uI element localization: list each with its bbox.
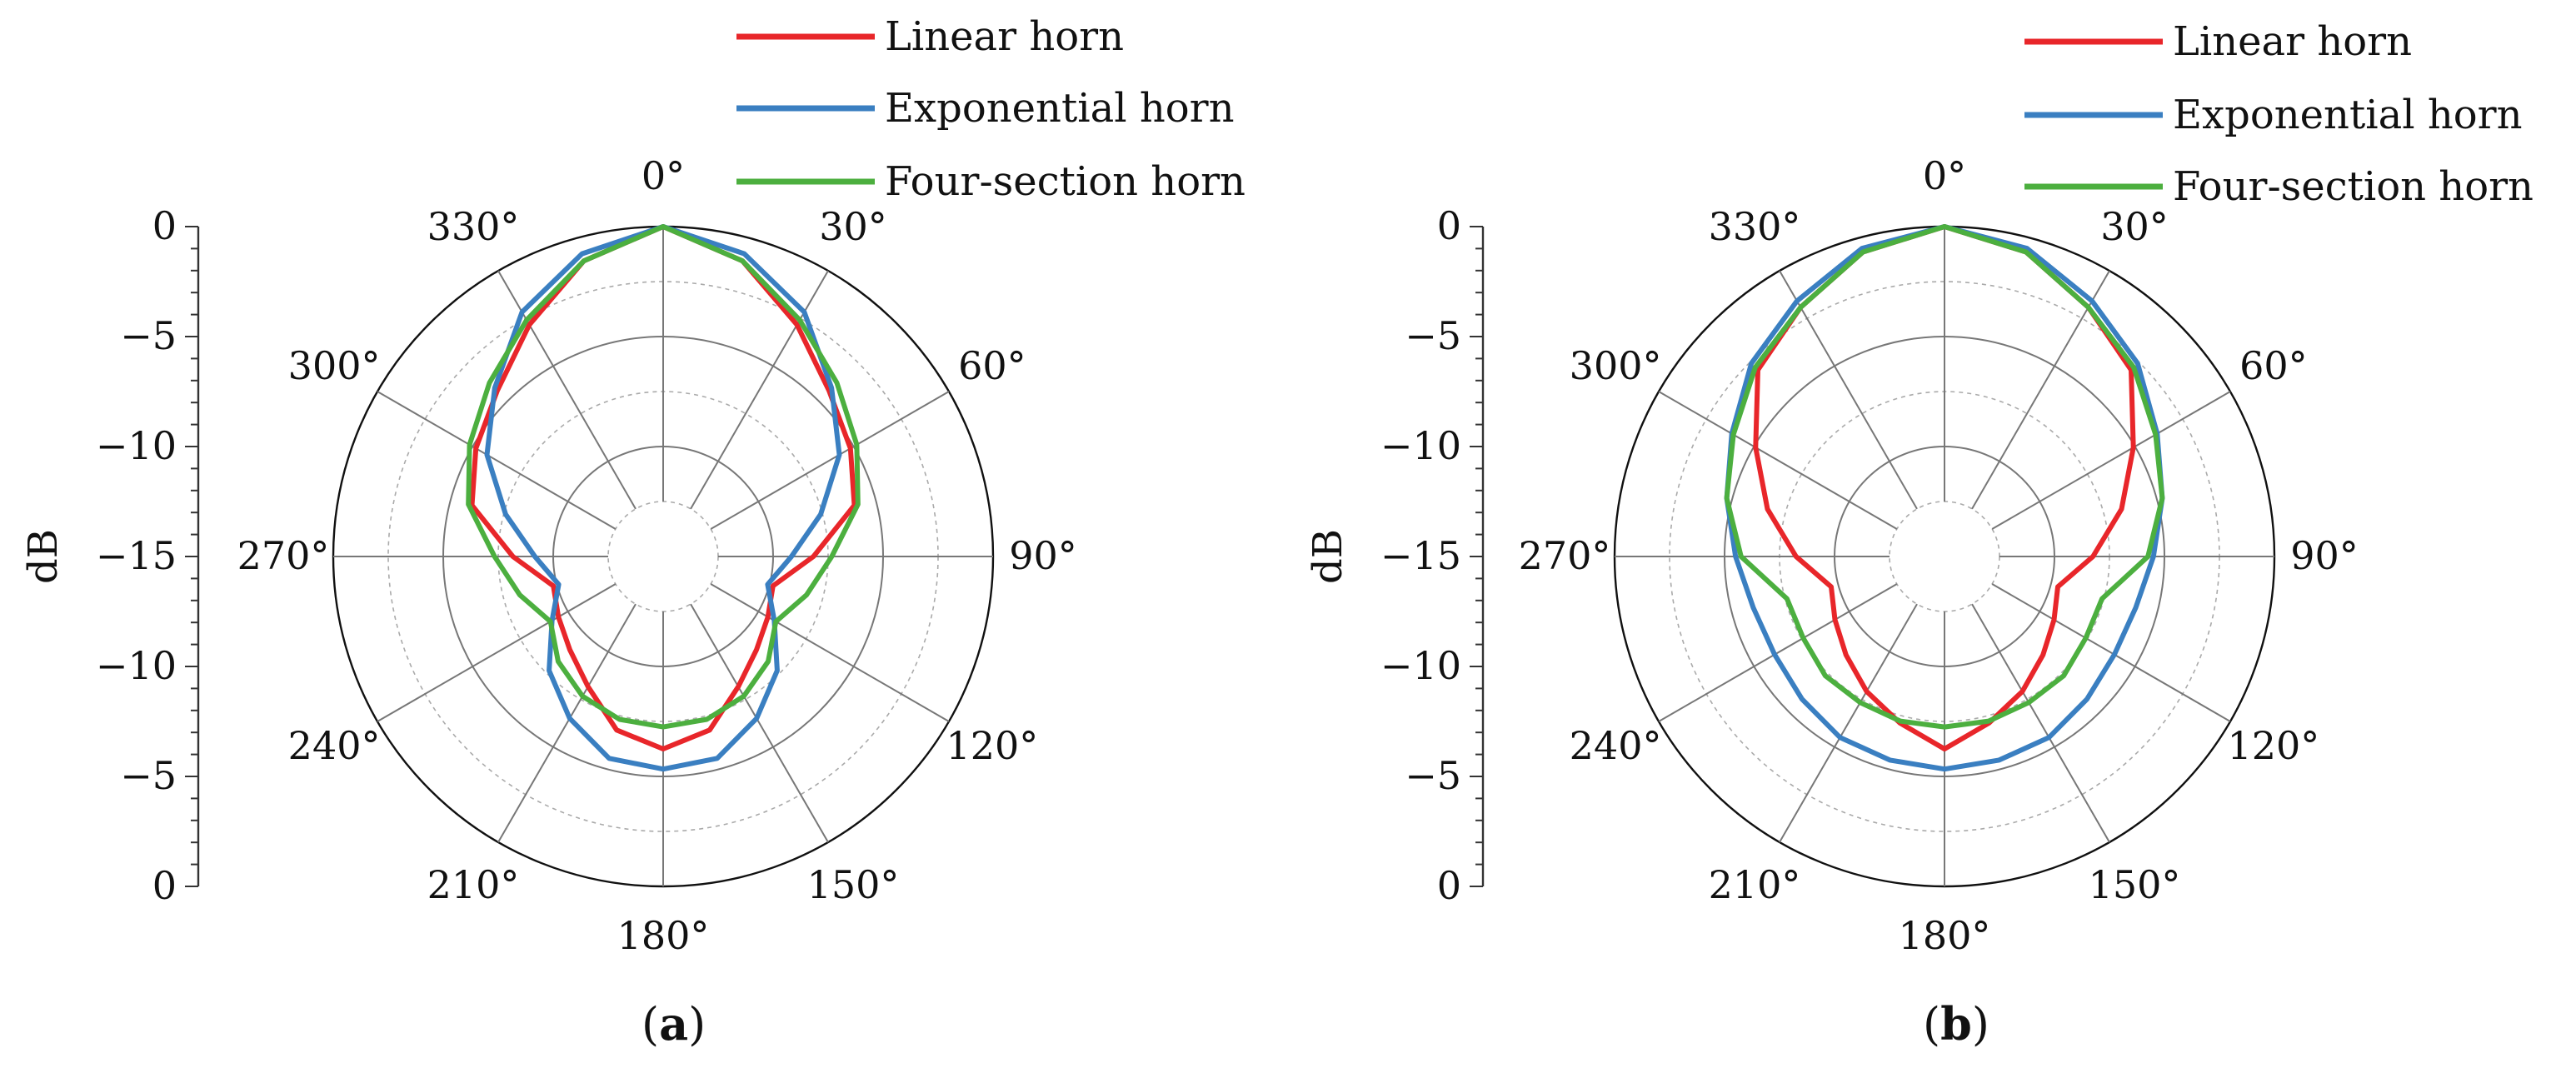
polar-spoke (377, 583, 617, 722)
polar-spoke (1971, 603, 2110, 843)
angle-tick-label: 0° (1923, 153, 1966, 198)
angle-tick-label: 270° (1519, 533, 1611, 578)
y-axis-title: dB (1305, 529, 1351, 584)
panel-label: (a) (642, 997, 706, 1051)
angle-tick-label: 120° (946, 723, 1039, 768)
radial-tick-label: −5 (120, 313, 177, 358)
legend-entry: Exponential horn (885, 85, 1235, 132)
polar-spoke (1991, 583, 2231, 722)
angle-tick-label: 240° (1570, 723, 1662, 768)
y-axis-title: dB (20, 529, 67, 584)
angle-tick-label: 330° (427, 204, 520, 249)
angle-tick-label: 300° (1570, 343, 1662, 388)
radial-tick-label: −5 (1405, 753, 1461, 798)
polar-grid-ring (1889, 501, 2000, 612)
angle-tick-label: 30° (2100, 204, 2169, 249)
series-line-four-section-horn (466, 224, 861, 730)
series-line-exponential-horn (484, 224, 842, 772)
polar-spoke (1658, 583, 1898, 722)
series-line-linear-horn (469, 224, 857, 751)
polar-spoke (1971, 270, 2110, 510)
polar-spoke (377, 391, 617, 530)
angle-tick-label: 210° (427, 862, 520, 907)
angle-tick-label: 270° (237, 533, 330, 578)
legend-entry: Exponential horn (2173, 92, 2523, 138)
series-line-linear-horn (1753, 224, 2136, 751)
polar-spoke (1779, 270, 1918, 510)
angle-tick-label: 60° (2239, 343, 2308, 388)
angle-tick-label: 60° (958, 343, 1026, 388)
polar-panel-a: 0° 30° 60° 90° 120° 150° 180° 210° 240° 270° 300° 3… (20, 13, 1246, 1051)
polar-grid-ring (607, 501, 719, 612)
angle-tick-label: 180° (617, 913, 710, 958)
polar-spoke (710, 583, 950, 722)
polar-spoke (1779, 603, 1918, 843)
legend-entry: Linear horn (885, 13, 1124, 60)
radial-tick-label: −15 (1380, 533, 1461, 578)
polar-spoke (690, 603, 829, 843)
radial-tick-label: 0 (1437, 203, 1461, 248)
angle-tick-label: 210° (1709, 862, 1801, 907)
angle-tick-label: 90° (2290, 533, 2359, 578)
radial-tick-label: −15 (96, 533, 177, 578)
radial-tick-label: −5 (1405, 313, 1461, 358)
legend-entry: Linear horn (2173, 18, 2412, 65)
angle-tick-label: 150° (807, 862, 900, 907)
angle-tick-label: 240° (288, 723, 381, 768)
radial-tick-label: −10 (1380, 643, 1461, 688)
radial-tick-label: 0 (152, 203, 177, 248)
radial-tick-label: −5 (120, 753, 177, 798)
polar-spoke (1658, 391, 1898, 530)
radial-tick-label: 0 (1437, 863, 1461, 908)
polar-spoke (497, 603, 637, 843)
angle-tick-label: 30° (819, 204, 887, 249)
polar-panel-b: 0° 30° 60° 90° 120° 150° 180° 210° 240° 270° 300° 3… (1305, 18, 2534, 1051)
radial-tick-label: −10 (96, 423, 177, 468)
angle-tick-label: 330° (1709, 204, 1801, 249)
angle-tick-label: 150° (2089, 862, 2181, 907)
angle-tick-label: 90° (1009, 533, 1077, 578)
legend-entry: Four-section horn (885, 158, 1246, 205)
angle-tick-label: 300° (288, 343, 381, 388)
angle-tick-label: 180° (1899, 913, 1991, 958)
radial-tick-label: 0 (152, 863, 177, 908)
legend-entry: Four-section horn (2173, 163, 2534, 210)
radial-tick-label: −10 (1380, 423, 1461, 468)
polar-spoke (1991, 391, 2231, 530)
panel-label: (b) (1923, 997, 1989, 1051)
polar-spoke (710, 391, 950, 530)
angle-tick-label: 0° (642, 153, 685, 198)
angle-tick-label: 120° (2228, 723, 2320, 768)
series-line-four-section-horn (1724, 224, 2165, 730)
radial-tick-label: −10 (96, 643, 177, 688)
